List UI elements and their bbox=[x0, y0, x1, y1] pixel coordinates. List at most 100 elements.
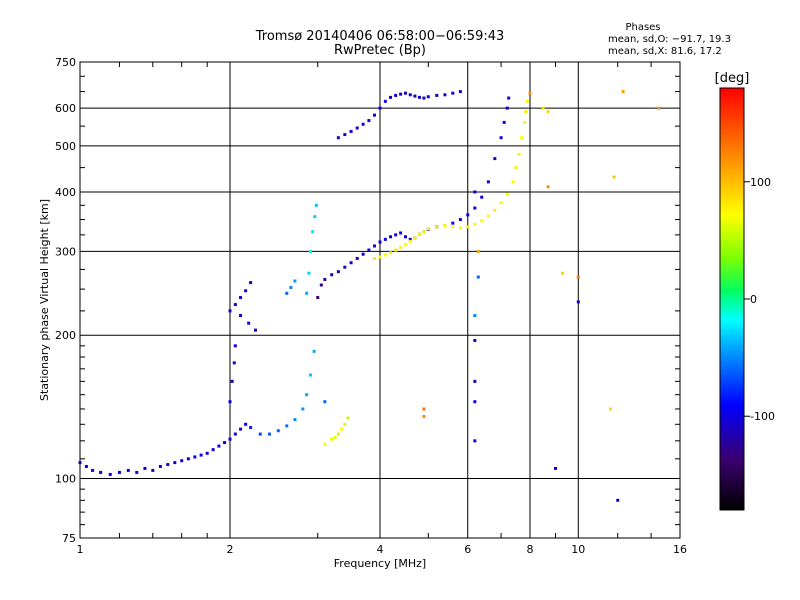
data-point bbox=[323, 400, 327, 404]
data-point bbox=[267, 432, 271, 436]
data-point bbox=[217, 444, 221, 448]
data-point bbox=[361, 252, 365, 256]
data-point bbox=[378, 240, 382, 244]
data-point bbox=[476, 275, 480, 279]
data-point bbox=[480, 219, 484, 223]
data-point bbox=[289, 285, 293, 289]
colorbar-ticks: 100 0 -100 bbox=[744, 176, 775, 423]
data-point bbox=[247, 321, 251, 325]
data-point bbox=[514, 166, 518, 170]
data-point bbox=[493, 208, 497, 212]
data-point bbox=[576, 300, 580, 304]
x-tick-label: 4 bbox=[377, 543, 384, 556]
data-point bbox=[228, 437, 232, 441]
data-point bbox=[276, 429, 280, 433]
data-point bbox=[173, 461, 177, 465]
data-point bbox=[249, 281, 253, 285]
data-point bbox=[466, 225, 470, 229]
data-point bbox=[186, 457, 190, 461]
data-point bbox=[199, 453, 203, 457]
data-point bbox=[435, 93, 439, 97]
data-point bbox=[233, 303, 237, 307]
data-point bbox=[507, 96, 511, 100]
y-tick-label: 200 bbox=[55, 329, 76, 342]
data-point bbox=[313, 215, 317, 219]
data-point bbox=[244, 289, 248, 293]
data-point bbox=[230, 379, 234, 383]
data-point bbox=[417, 232, 421, 236]
data-point bbox=[528, 91, 532, 95]
y-axis-label: Stationary phase Virtual Height [km] bbox=[38, 199, 51, 401]
data-point bbox=[408, 237, 412, 241]
data-point bbox=[399, 92, 403, 96]
data-point bbox=[476, 249, 480, 253]
data-point bbox=[458, 90, 462, 94]
y-axis: 75 100 200 300 400 500 600 750 bbox=[55, 56, 680, 545]
stats-line-x: mean, sd,X: 81.6, 17.2 bbox=[608, 46, 722, 57]
data-point bbox=[383, 253, 387, 257]
x-tick-label: 1 bbox=[77, 543, 84, 556]
data-point bbox=[143, 466, 147, 470]
data-point bbox=[403, 235, 407, 239]
data-point bbox=[239, 314, 243, 318]
colorbar-tick-label: -100 bbox=[750, 410, 775, 423]
data-point bbox=[367, 119, 371, 123]
data-point bbox=[355, 126, 359, 130]
data-point bbox=[426, 95, 430, 99]
data-point bbox=[553, 466, 557, 470]
data-point bbox=[323, 277, 327, 281]
colorbar-tick-label: 100 bbox=[750, 176, 771, 189]
data-point bbox=[486, 180, 490, 184]
data-point bbox=[117, 470, 121, 474]
data-point bbox=[126, 468, 130, 472]
chart-title: Tromsø 20140406 06:58:00−06:59:43 bbox=[255, 29, 505, 44]
data-point bbox=[312, 349, 316, 353]
data-point bbox=[293, 279, 297, 283]
data-point bbox=[343, 133, 347, 137]
data-point bbox=[343, 422, 347, 426]
data-point bbox=[373, 113, 377, 117]
data-point bbox=[466, 213, 470, 217]
data-point bbox=[193, 455, 197, 459]
data-point bbox=[399, 245, 403, 249]
y-tick-label: 400 bbox=[55, 186, 76, 199]
data-point bbox=[205, 451, 209, 455]
data-point bbox=[180, 459, 184, 463]
colorbar bbox=[719, 87, 745, 511]
data-point bbox=[473, 338, 477, 342]
data-point bbox=[308, 249, 312, 253]
data-point bbox=[239, 296, 243, 300]
data-point bbox=[493, 157, 497, 161]
data-point bbox=[422, 407, 426, 411]
data-point bbox=[473, 222, 477, 226]
data-point bbox=[525, 99, 529, 103]
y-tick-label: 100 bbox=[55, 473, 76, 486]
data-point bbox=[244, 422, 248, 426]
data-point bbox=[408, 93, 412, 97]
data-point bbox=[158, 464, 162, 468]
data-point bbox=[473, 379, 477, 383]
y-tick-label: 750 bbox=[55, 56, 76, 69]
data-point bbox=[307, 271, 311, 275]
data-point bbox=[361, 122, 365, 126]
data-point bbox=[443, 93, 447, 97]
data-point bbox=[323, 442, 327, 446]
data-point bbox=[383, 237, 387, 241]
data-point bbox=[319, 283, 323, 287]
data-point bbox=[524, 110, 528, 114]
y-tick-label: 500 bbox=[55, 140, 76, 153]
data-point bbox=[546, 185, 550, 189]
data-point bbox=[305, 291, 309, 295]
data-point bbox=[576, 275, 580, 279]
data-point bbox=[336, 270, 340, 274]
data-point bbox=[473, 314, 477, 318]
data-point bbox=[608, 407, 612, 411]
data-point bbox=[426, 227, 430, 231]
data-point bbox=[486, 214, 490, 218]
data-point bbox=[511, 180, 515, 184]
stats-line-o: mean, sd,O: −91.7, 19.3 bbox=[608, 34, 731, 45]
data-point bbox=[517, 152, 521, 156]
data-point bbox=[166, 463, 170, 467]
data-point bbox=[378, 106, 382, 110]
data-point bbox=[561, 271, 565, 275]
